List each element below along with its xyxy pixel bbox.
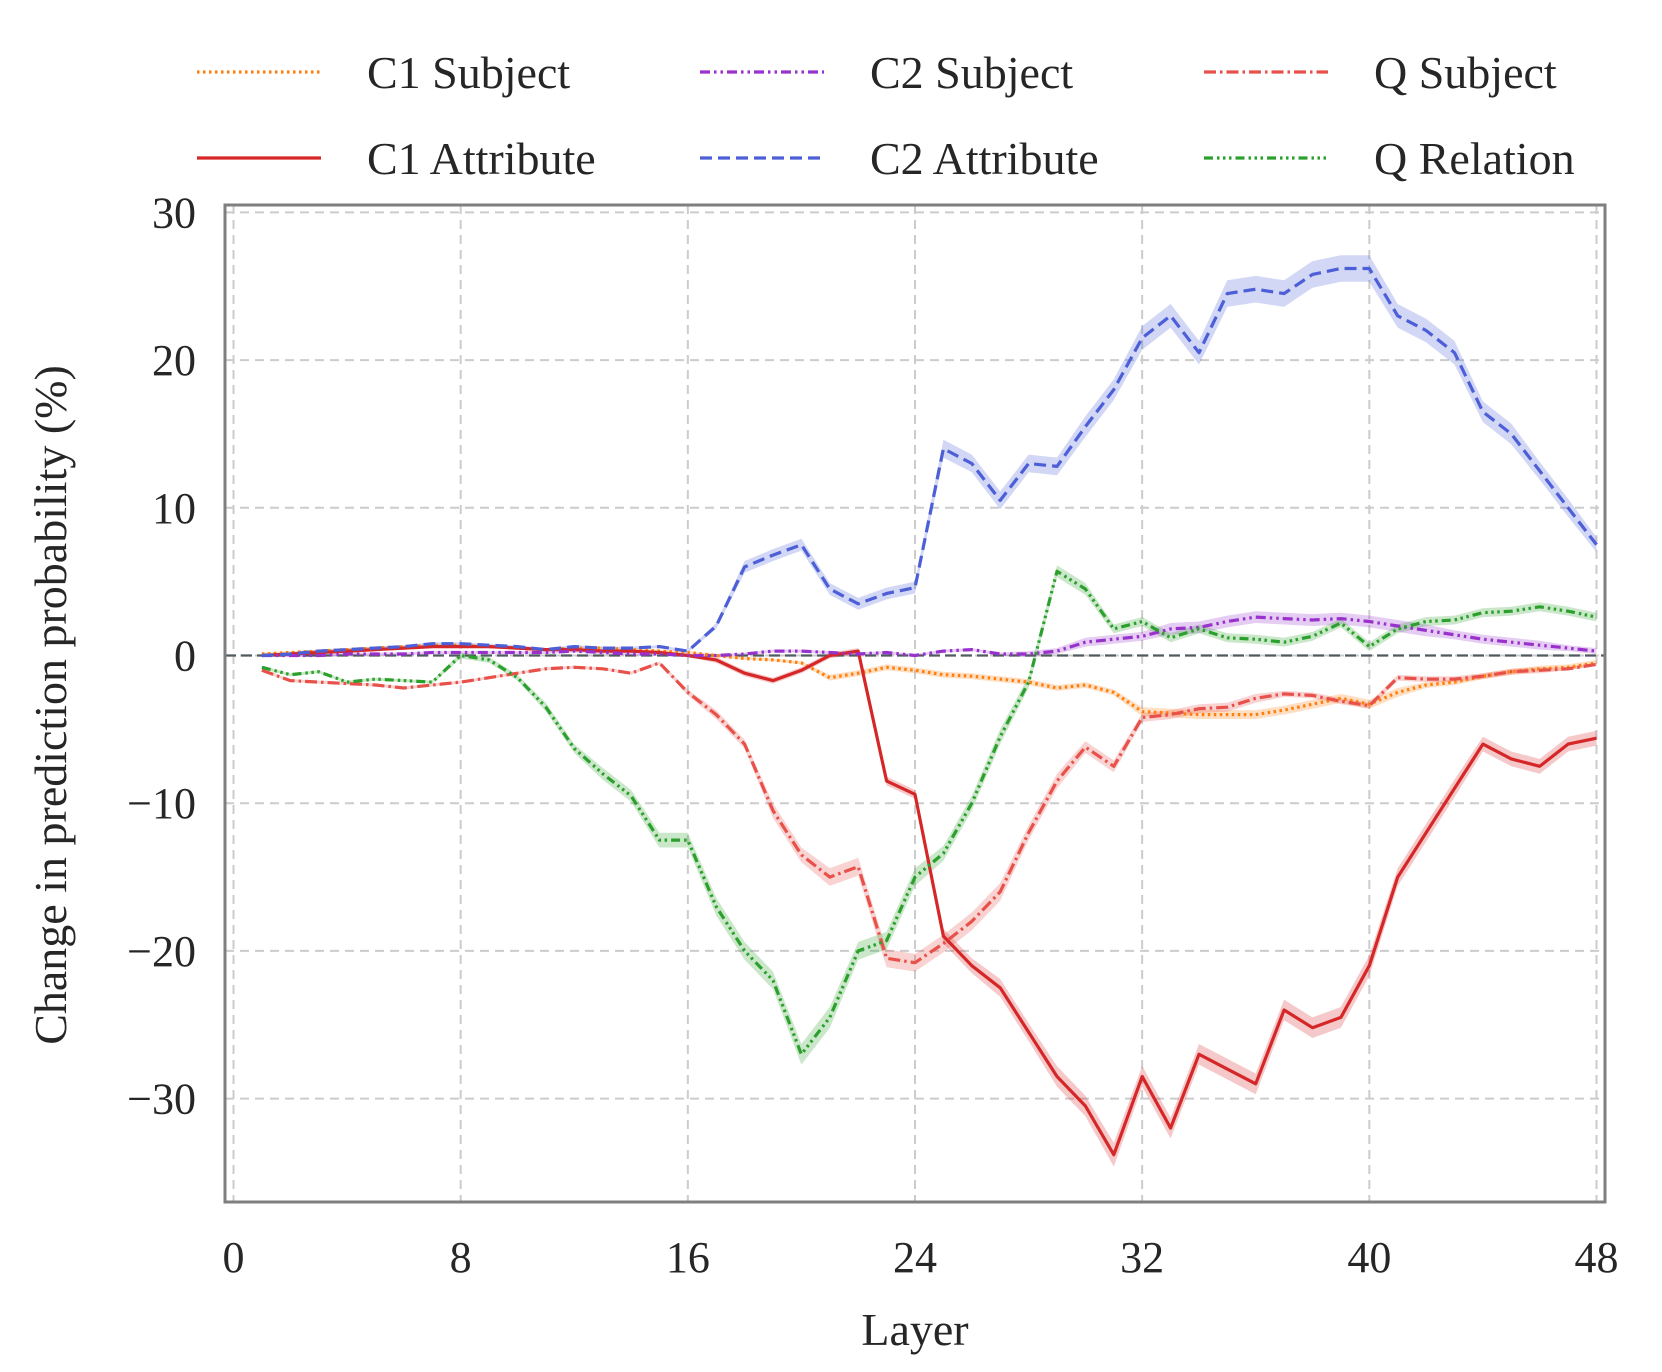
legend-item-c1-subject: C1 Subject (197, 47, 570, 98)
legend-item-q-relation: Q Relation (1204, 133, 1575, 184)
y-tick-label: −20 (127, 927, 196, 976)
legend-item-q-subject: Q Subject (1204, 47, 1557, 98)
legend: C1 Subject C1 Attribute C2 Subject C2 Attri… (197, 47, 1575, 184)
y-tick-label: 10 (152, 484, 196, 533)
x-tick-label: 8 (450, 1233, 472, 1282)
y-tick-label: −30 (127, 1075, 196, 1124)
legend-label: Q Subject (1374, 47, 1557, 98)
y-tick-label: 30 (152, 188, 196, 237)
y-tick-label: 20 (152, 336, 196, 385)
c2-attribute-line (261, 266, 1598, 658)
y-axis-ticks: 30 20 10 0 −10 −20 −30 (127, 188, 196, 1123)
x-tick-label: 16 (666, 1233, 710, 1282)
legend-item-c2-subject: C2 Subject (700, 47, 1073, 98)
x-axis-ticks: 0 8 16 24 32 40 48 (223, 1233, 1619, 1282)
q-relation-line (261, 569, 1597, 1056)
x-tick-label: 24 (893, 1233, 937, 1282)
plot-frame (223, 203, 1607, 1204)
x-tick-label: 32 (1120, 1233, 1164, 1282)
series-lines (261, 266, 1598, 1157)
legend-label: Q Relation (1374, 133, 1575, 184)
x-axis-label: Layer (861, 1304, 968, 1355)
q-relation-confidence-band (261, 565, 1597, 1065)
c2-subject-confidence-band (261, 611, 1597, 657)
y-tick-label: 0 (174, 631, 196, 680)
legend-item-c1-attribute: C1 Attribute (197, 133, 596, 184)
legend-label: C1 Attribute (367, 133, 596, 184)
q-subject-line (261, 661, 1597, 965)
y-axis-label: Change in prediction probability (%) (25, 365, 76, 1045)
c2-subject-line (261, 615, 1597, 658)
legend-label: C2 Subject (870, 47, 1073, 98)
x-tick-label: 48 (1574, 1233, 1618, 1282)
legend-item-c2-attribute: C2 Attribute (700, 133, 1099, 184)
confidence-bands (261, 255, 1597, 1167)
y-tick-label: −10 (127, 779, 196, 828)
legend-label: C1 Subject (367, 47, 570, 98)
x-tick-label: 40 (1347, 1233, 1391, 1282)
x-tick-label: 0 (223, 1233, 245, 1282)
legend-label: C2 Attribute (870, 133, 1099, 184)
